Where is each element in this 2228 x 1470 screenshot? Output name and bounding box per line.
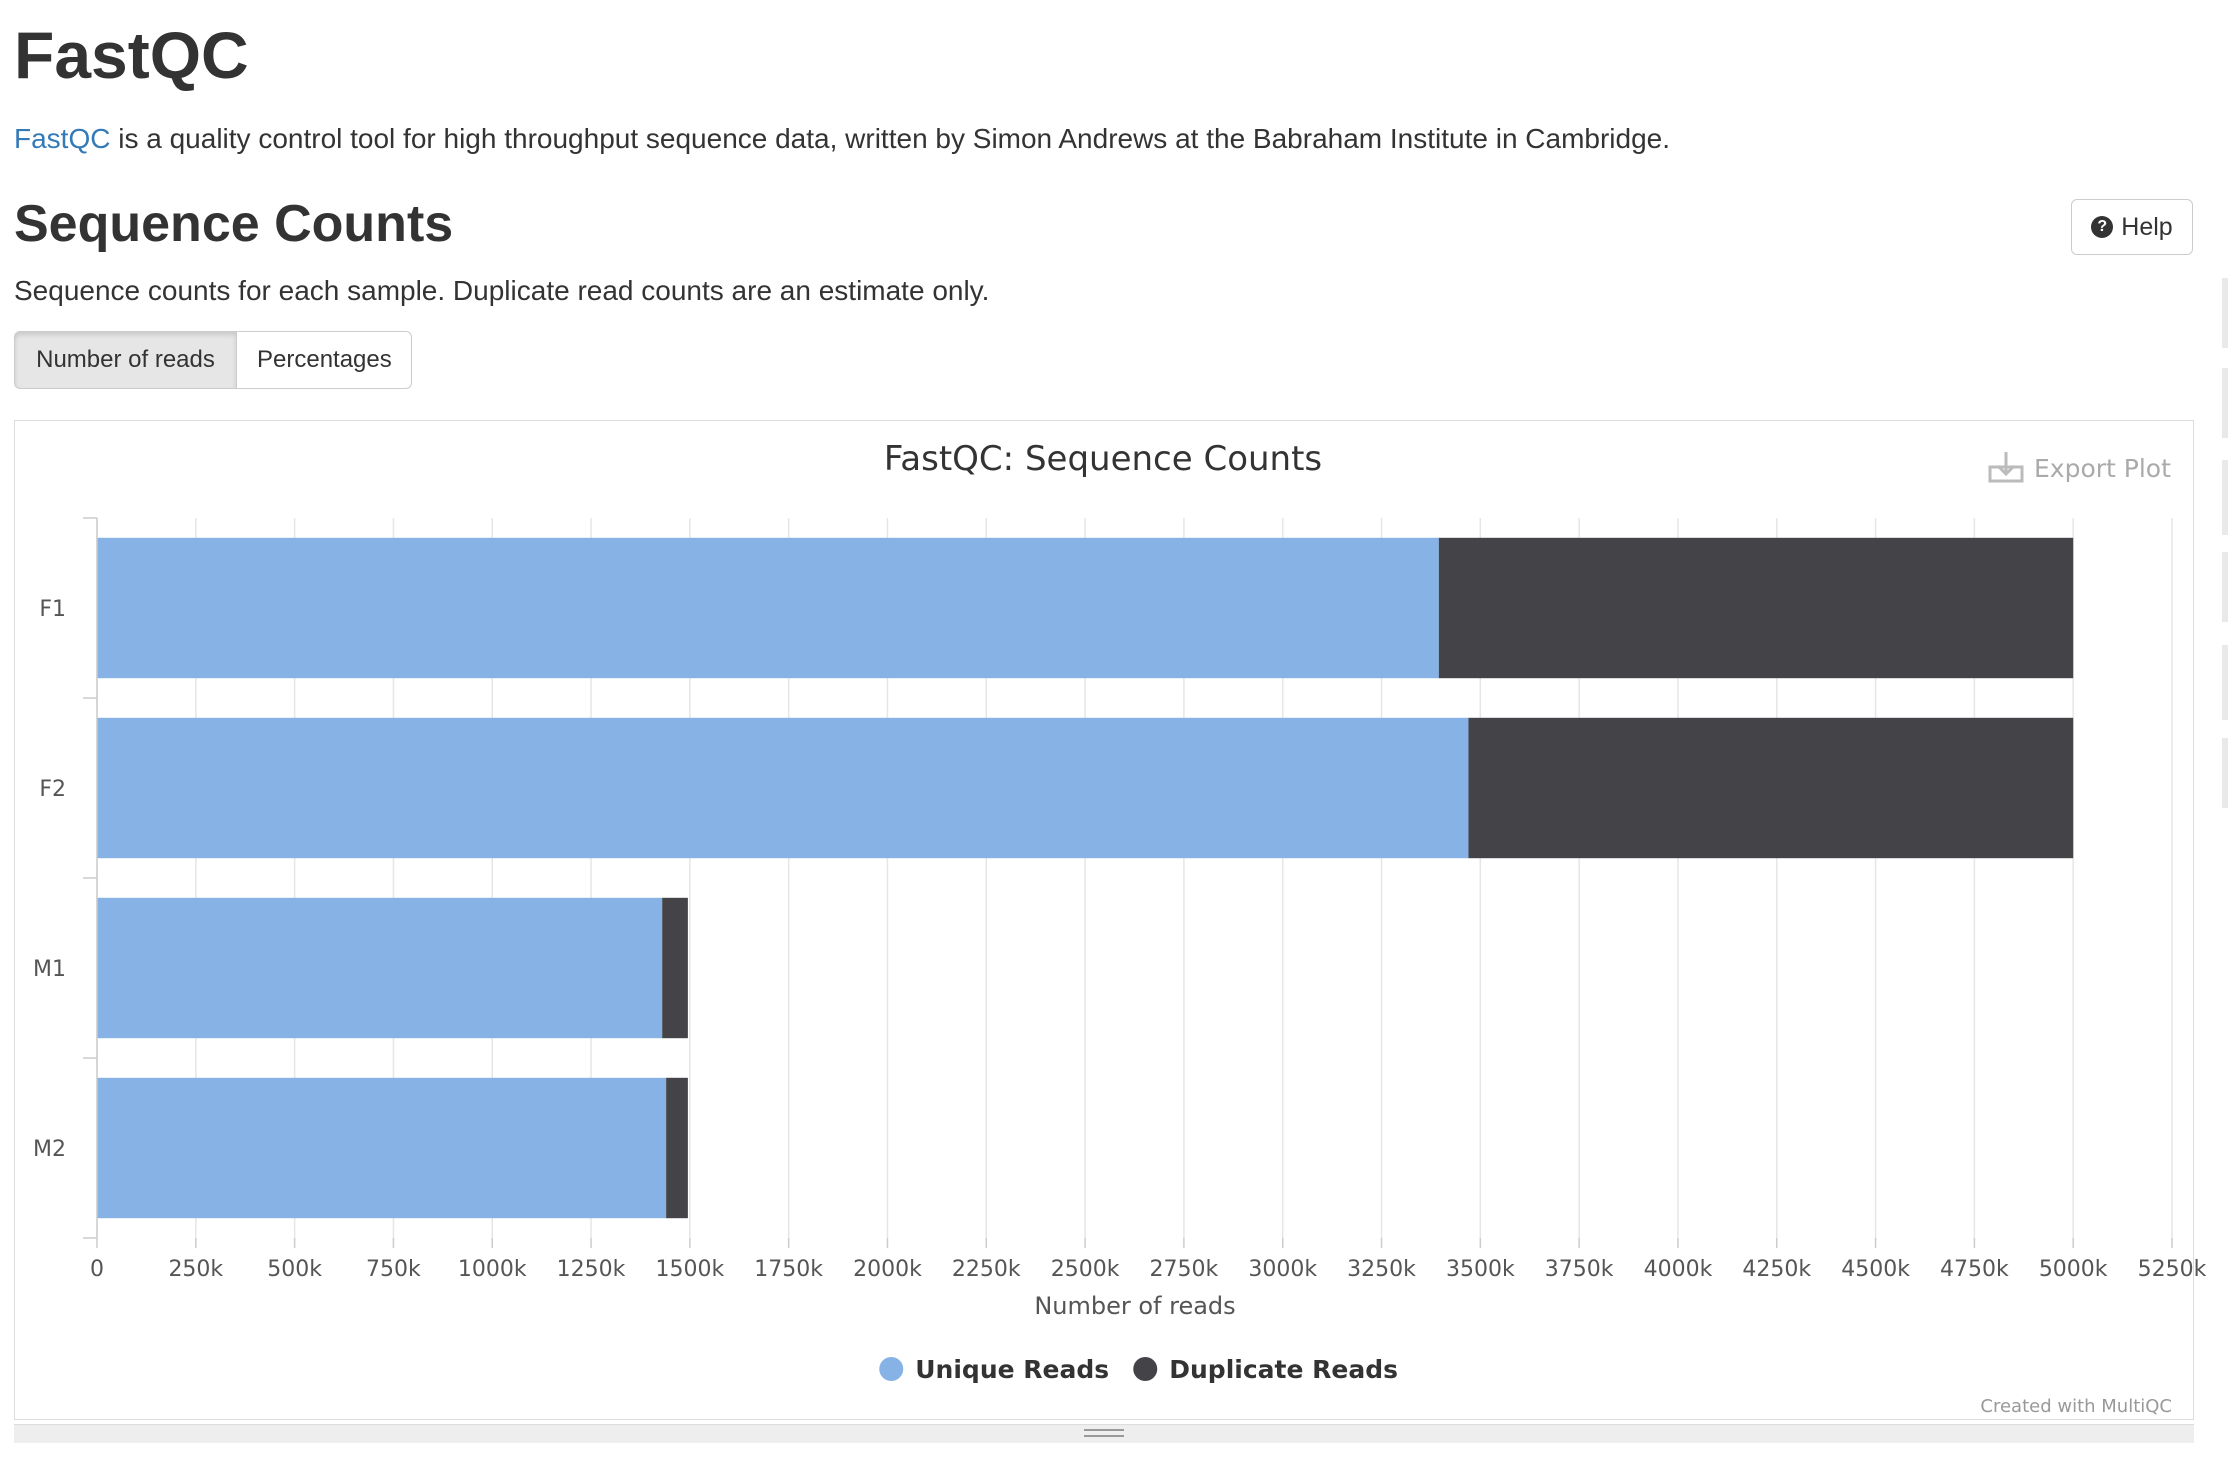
- legend-marker: [1133, 1357, 1158, 1381]
- chart-title: FastQC: Sequence Counts: [884, 439, 1322, 479]
- x-tick-label: 250k: [168, 1257, 223, 1282]
- duplicate-reads-bar[interactable]: [1438, 537, 2074, 679]
- x-tick-label: 3500k: [1446, 1257, 1515, 1282]
- x-tick-label: 2750k: [1150, 1257, 1219, 1282]
- duplicate-reads-bar[interactable]: [662, 897, 688, 1039]
- intro-paragraph: FastQC is a quality control tool for hig…: [14, 122, 1670, 156]
- x-tick-label: 0: [90, 1257, 104, 1282]
- x-tick-label: 1750k: [754, 1257, 823, 1282]
- y-tick-label: F2: [39, 777, 66, 802]
- grip-icon: [1084, 1429, 1124, 1437]
- x-tick-label: 4000k: [1644, 1257, 1713, 1282]
- legend-label: Duplicate Reads: [1169, 1355, 1398, 1384]
- export-plot-button[interactable]: Export Plot: [1988, 452, 2171, 483]
- download-icon: [1988, 452, 2024, 483]
- export-plot-label: Export Plot: [2034, 454, 2171, 483]
- x-axis-label: Number of reads: [1034, 1292, 1235, 1320]
- side-tab[interactable]: [2222, 645, 2228, 720]
- section-title: Sequence Counts: [14, 195, 454, 253]
- legend-item[interactable]: Unique Reads: [879, 1355, 1109, 1384]
- x-tick-label: 1500k: [655, 1257, 724, 1282]
- page-title: FastQC: [14, 18, 249, 92]
- x-tick-label: 5000k: [2039, 1257, 2108, 1282]
- x-tick-label: 500k: [267, 1257, 322, 1282]
- question-circle-icon: ?: [2091, 216, 2114, 238]
- x-tick-label: 2000k: [853, 1257, 922, 1282]
- x-tick-label: 4500k: [1841, 1257, 1910, 1282]
- unique-reads-bar[interactable]: [97, 717, 1469, 859]
- percentages-button[interactable]: Percentages: [237, 331, 412, 389]
- side-tab[interactable]: [2222, 460, 2228, 535]
- credit-text: Created with MultiQC: [1980, 1396, 2172, 1417]
- legend-label: Unique Reads: [915, 1355, 1109, 1384]
- plot-container: [14, 420, 2194, 1420]
- side-tab[interactable]: [2222, 368, 2228, 438]
- unique-reads-bar[interactable]: [97, 897, 663, 1039]
- y-tick-label: F1: [39, 597, 66, 622]
- legend-marker: [879, 1357, 904, 1381]
- help-button[interactable]: ? Help: [2071, 199, 2193, 255]
- side-tab[interactable]: [2222, 552, 2228, 622]
- duplicate-reads-bar[interactable]: [666, 1077, 688, 1219]
- x-tick-label: 2500k: [1051, 1257, 1120, 1282]
- x-tick-label: 4250k: [1742, 1257, 1811, 1282]
- x-tick-label: 4750k: [1940, 1257, 2009, 1282]
- help-button-label: Help: [2121, 212, 2173, 241]
- side-tab[interactable]: [2222, 278, 2228, 348]
- section-description: Sequence counts for each sample. Duplica…: [14, 275, 990, 306]
- x-tick-label: 750k: [366, 1257, 421, 1282]
- side-tab[interactable]: [2222, 738, 2228, 808]
- intro-text: is a quality control tool for high throu…: [110, 123, 1671, 154]
- x-tick-label: 1250k: [557, 1257, 626, 1282]
- duplicate-reads-bar[interactable]: [1468, 717, 2074, 859]
- legend-item[interactable]: Duplicate Reads: [1133, 1355, 1398, 1384]
- number-of-reads-button[interactable]: Number of reads: [14, 331, 237, 389]
- unique-reads-bar[interactable]: [97, 537, 1439, 679]
- x-tick-label: 2250k: [952, 1257, 1021, 1282]
- y-tick-label: M2: [33, 1137, 66, 1162]
- y-tick-label: M1: [33, 957, 66, 982]
- unique-reads-bar[interactable]: [97, 1077, 667, 1219]
- fastqc-link[interactable]: FastQC: [14, 123, 111, 154]
- x-tick-label: 3750k: [1545, 1257, 1614, 1282]
- x-tick-label: 5250k: [2138, 1257, 2207, 1282]
- plot-toggle-group: Number of reads Percentages: [14, 331, 412, 389]
- plot-resize-handle[interactable]: [14, 1424, 2194, 1443]
- x-tick-label: 3250k: [1347, 1257, 1416, 1282]
- x-tick-label: 1000k: [458, 1257, 527, 1282]
- x-tick-label: 3000k: [1248, 1257, 1317, 1282]
